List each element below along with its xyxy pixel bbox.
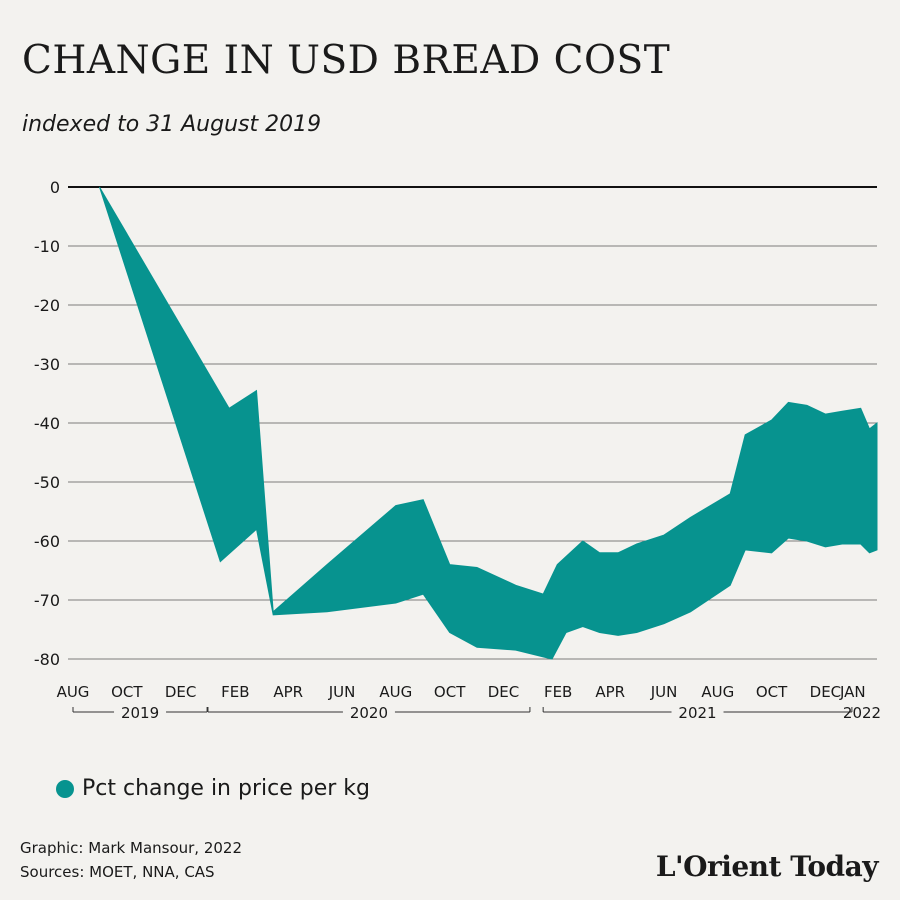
legend: Pct change in price per kg xyxy=(56,776,370,801)
x-tick-label: OCT xyxy=(434,683,466,701)
year-label: 2022 xyxy=(843,704,881,722)
y-tick-label: -50 xyxy=(34,473,60,492)
x-tick-label: OCT xyxy=(111,683,143,701)
x-tick-label: AUG xyxy=(57,683,90,701)
brand-logo: L'Orient Today xyxy=(655,850,879,883)
year-label: 2020 xyxy=(350,704,388,722)
x-tick-label: DEC xyxy=(810,683,842,701)
legend-label: Pct change in price per kg xyxy=(82,776,370,801)
x-tick-label: FEB xyxy=(221,683,249,701)
x-tick-label: OCT xyxy=(756,683,788,701)
legend-swatch xyxy=(56,779,74,798)
x-tick-label: JUN xyxy=(328,683,356,701)
y-tick-label: -40 xyxy=(34,414,60,433)
y-tick-label: -10 xyxy=(34,237,60,256)
x-tick-label: DEC xyxy=(488,683,520,701)
x-tick-label: AUG xyxy=(701,683,734,701)
x-tick-label: JAN xyxy=(839,683,866,701)
y-tick-label: -20 xyxy=(34,296,60,315)
y-tick-label: -80 xyxy=(34,650,60,669)
price-change-area xyxy=(99,186,878,660)
credit-sources: Sources: MOET, NNA, CAS xyxy=(20,863,215,881)
year-label: 2021 xyxy=(678,704,716,722)
x-tick-label: DEC xyxy=(165,683,197,701)
x-tick-label: AUG xyxy=(379,683,412,701)
credit-graphic: Graphic: Mark Mansour, 2022 xyxy=(20,839,243,857)
x-tick-label: APR xyxy=(273,683,303,701)
y-tick-label: -30 xyxy=(34,355,60,374)
chart-title: CHANGE IN USD BREAD COST xyxy=(22,38,671,83)
y-tick-label: 0 xyxy=(50,178,60,197)
x-tick-label: FEB xyxy=(544,683,572,701)
y-tick-label: -60 xyxy=(34,532,60,551)
x-tick-label: APR xyxy=(595,683,625,701)
year-label: 2019 xyxy=(121,704,159,722)
chart-subtitle: indexed to 31 August 2019 xyxy=(22,112,322,137)
y-tick-label: -70 xyxy=(34,591,60,610)
x-tick-label: JUN xyxy=(650,683,678,701)
